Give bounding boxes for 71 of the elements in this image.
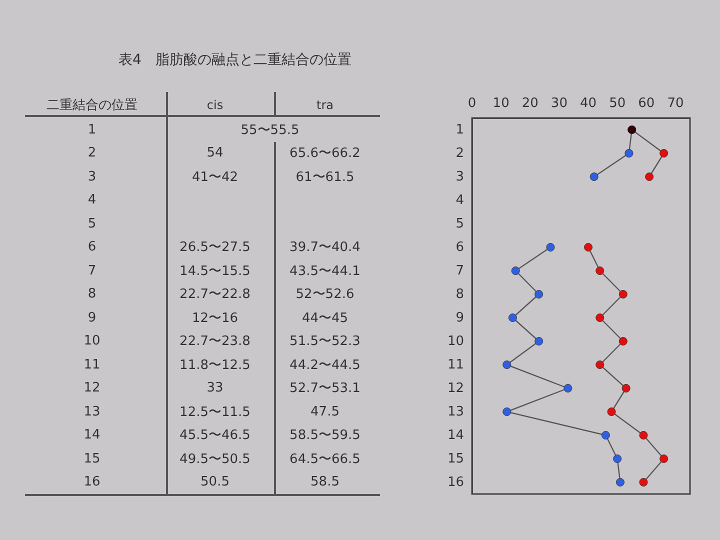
y-tick-label: 4 [456, 192, 464, 208]
category-label: 4 [88, 192, 96, 208]
x-tick-label: 50 [609, 96, 626, 111]
y-tick-label: 6 [456, 240, 464, 255]
text: 44〜45 [302, 310, 348, 327]
category-label: 13 [84, 404, 100, 420]
y-tick-label: 10 [447, 334, 464, 349]
text: 26.5〜27.5 [180, 239, 250, 256]
text: 54 [206, 146, 224, 161]
text: 61〜61.5 [296, 168, 354, 186]
category-label: 3 [88, 169, 96, 184]
text: 58.5 [310, 474, 340, 490]
text: 51.5〜52.3 [290, 333, 360, 350]
y-tick-label: 3 [456, 169, 464, 184]
y-tick-label: 12 [447, 380, 464, 396]
category-label: 12 [84, 380, 100, 396]
category-label: 6 [88, 240, 96, 255]
text: 41〜42 [192, 168, 238, 186]
category-label: 5 [88, 216, 96, 232]
category-label: 9 [88, 310, 96, 326]
text: 33 [206, 380, 224, 396]
y-tick-label: 5 [456, 216, 464, 232]
x-tick-label: 30 [550, 96, 568, 111]
text: 11.8〜12.5 [180, 356, 250, 374]
x-tick-label: 70 [667, 96, 684, 111]
category-label: 7 [88, 263, 96, 278]
text: 12.5〜11.5 [180, 404, 250, 421]
category-label: 11 [84, 357, 100, 372]
category-label: 1 [88, 122, 96, 138]
text: 65.6〜66.2 [290, 145, 360, 162]
y-tick-label: 14 [447, 428, 464, 443]
text: 14.5〜15.5 [180, 262, 250, 280]
text: 表4 脂肪酸の融点と二重結合の位置 [118, 51, 352, 69]
category-label: 2 [88, 146, 96, 161]
category-label: 14 [84, 428, 100, 443]
x-tick-label: 20 [522, 96, 538, 111]
x-tick-label: 40 [580, 96, 597, 111]
text: tra [316, 98, 334, 112]
text: 64.5〜66.5 [290, 450, 360, 468]
text: 58.5〜59.5 [290, 427, 360, 444]
text: 55〜55.5 [240, 122, 300, 139]
y-tick-label: 2 [456, 146, 464, 161]
y-tick-label: 7 [456, 263, 464, 278]
text: 52〜52.6 [296, 286, 354, 304]
y-tick-label: 13 [447, 404, 464, 420]
text: 43.5〜44.1 [290, 262, 360, 280]
text: 45.5〜46.5 [180, 427, 250, 444]
x-tick-label: 60 [638, 96, 655, 111]
text: 52.7〜53.1 [290, 380, 360, 398]
y-tick-label: 8 [456, 286, 464, 302]
category-label: 10 [84, 334, 100, 349]
y-tick-label: 1 [456, 122, 464, 138]
y-tick-label: 9 [456, 310, 464, 326]
text: 44.2〜44.5 [290, 356, 360, 374]
y-tick-label: 15 [447, 451, 464, 466]
text: 49.5〜50.5 [180, 450, 250, 468]
text: 22.7〜23.8 [180, 333, 250, 350]
text: 47.5 [310, 404, 340, 420]
text: 12〜16 [192, 310, 238, 327]
x-tick-label: 10 [492, 96, 510, 111]
text: 39.7〜40.4 [290, 239, 360, 256]
y-tick-label: 16 [447, 474, 464, 490]
category-label: 16 [84, 474, 100, 490]
x-tick-label: 0 [468, 96, 476, 111]
y-tick-label: 11 [447, 357, 464, 372]
text: cis [206, 98, 224, 112]
category-label: 8 [88, 286, 96, 302]
text: 22.7〜22.8 [180, 286, 250, 304]
text: 二重結合の位置 [46, 97, 138, 114]
text: 50.5 [200, 474, 230, 490]
category-label: 15 [84, 451, 100, 466]
